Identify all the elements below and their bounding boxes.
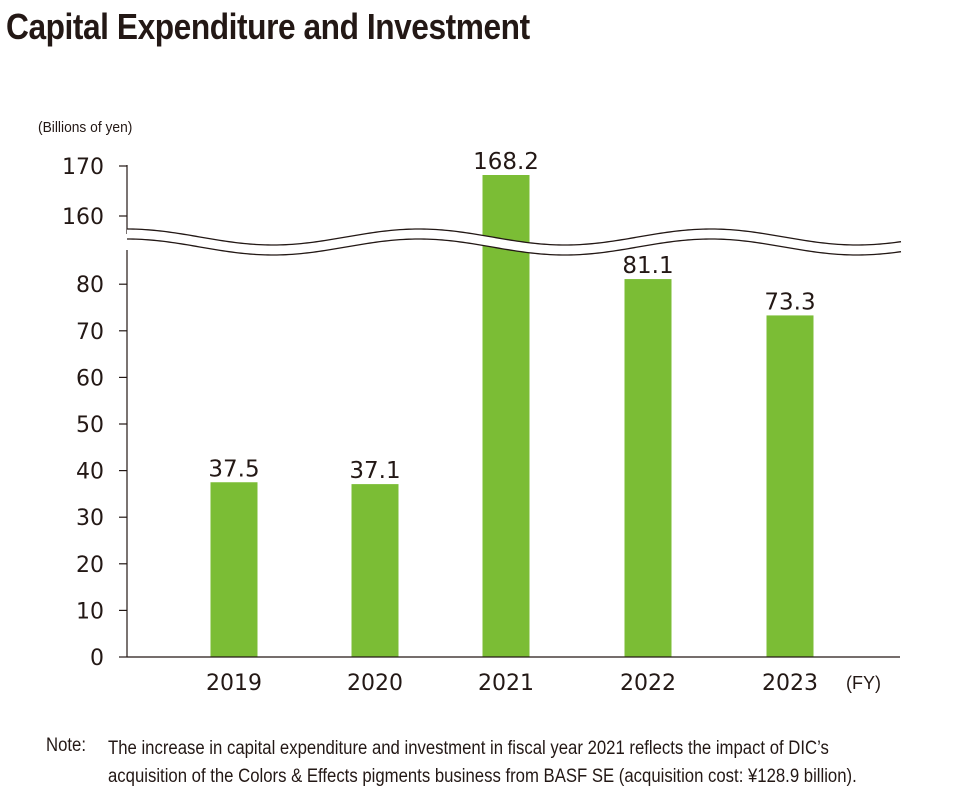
y-tick-label-70: 70 [76, 320, 104, 345]
data-label-2022: 81.1 [622, 253, 673, 279]
note-text: The increase in capital expenditure and … [108, 735, 857, 791]
x-tick-label-2020: 2020 [347, 671, 403, 696]
note-line-1: The increase in capital expenditure and … [108, 738, 829, 759]
y-tick-label-10: 10 [76, 599, 104, 624]
data-label-2020: 37.1 [349, 458, 400, 484]
note-label: Note: [46, 735, 86, 756]
y-tick-label-60: 60 [76, 366, 104, 391]
chart-title: Capital Expenditure and Investment [6, 6, 530, 47]
y-tick-label-40: 40 [76, 460, 104, 485]
x-tick-label-2021: 2021 [478, 671, 534, 696]
y-tick-label-50: 50 [76, 413, 104, 438]
bar-chart: 37.5 37.1 168.2 81.1 73.3 0 10 20 30 40 50 60 70 80 16… [62, 149, 902, 696]
x-tick-label-2023: 2023 [762, 671, 818, 696]
bar-2022 [624, 279, 672, 657]
y-tick-label-80: 80 [76, 273, 104, 298]
bar-2021 [482, 175, 530, 657]
y-tick-label-20: 20 [76, 553, 104, 578]
axis-break-line-bottom [126, 238, 902, 256]
axis-break-band [127, 229, 901, 255]
y-tick-label-170: 170 [62, 155, 104, 180]
bar-2020 [351, 484, 399, 657]
x-tick-label-2022: 2022 [620, 671, 676, 696]
y-tick-label-160: 160 [62, 205, 104, 230]
bar-2023 [766, 315, 814, 657]
y-tick-label-0: 0 [90, 646, 104, 671]
x-tick-label-2019: 2019 [206, 671, 262, 696]
data-label-2021: 168.2 [473, 149, 539, 175]
bar-2019 [210, 482, 258, 657]
y-axis-unit-label: (Billions of yen) [38, 119, 133, 136]
data-label-2019: 37.5 [208, 456, 259, 482]
x-axis-unit-label: (FY) [846, 673, 881, 693]
y-tick-label-30: 30 [76, 506, 104, 531]
data-label-2023: 73.3 [764, 289, 815, 315]
note-line-2: acquisition of the Colors & Effects pigm… [108, 766, 857, 787]
axis-break-line-top [126, 228, 902, 246]
